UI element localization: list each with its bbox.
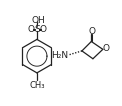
- Text: O: O: [102, 44, 109, 53]
- Text: O: O: [27, 25, 34, 34]
- Text: H₂N: H₂N: [51, 51, 68, 60]
- Text: OH: OH: [31, 16, 45, 25]
- Text: CH₃: CH₃: [29, 81, 45, 90]
- Text: O: O: [40, 25, 46, 34]
- Text: O: O: [88, 27, 95, 36]
- Text: S: S: [34, 25, 40, 34]
